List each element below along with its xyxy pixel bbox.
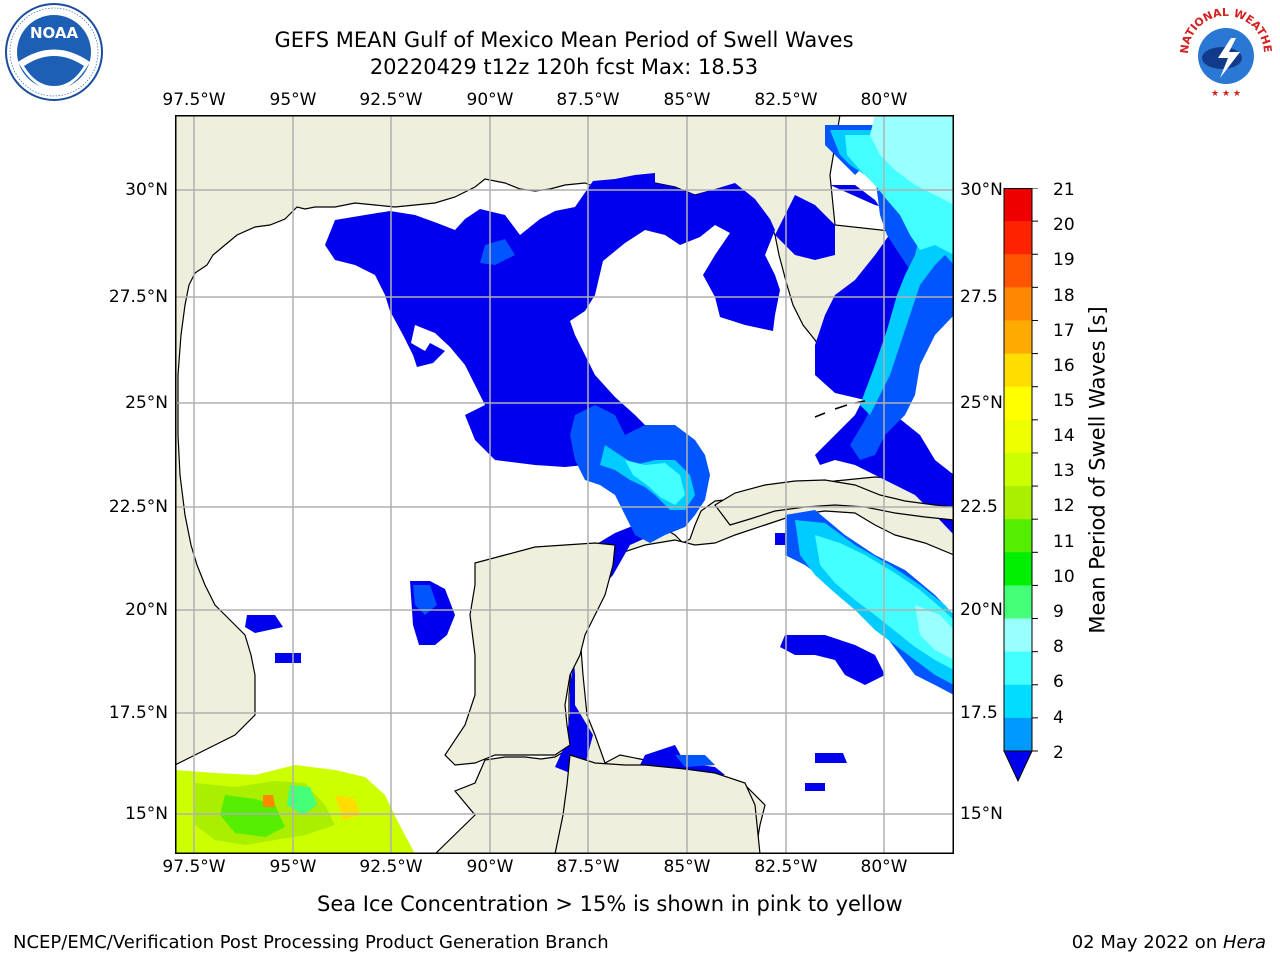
- colorbar-band: [1004, 221, 1032, 255]
- map-panel[interactable]: [175, 115, 954, 858]
- colorbar-tick: 16: [1053, 356, 1075, 376]
- lon-label-bottom: 97.5°W: [162, 857, 226, 877]
- lon-label-bottom: 92.5°W: [359, 857, 423, 877]
- colorbar-tick: 12: [1053, 496, 1075, 516]
- lat-label-left: 20°N: [125, 600, 168, 620]
- colorbar-tick: 13: [1053, 461, 1075, 481]
- lon-label-bottom: 80°W: [860, 857, 908, 877]
- lon-label-bottom: 90°W: [466, 857, 514, 877]
- lat-label-right: 17.5: [960, 703, 998, 723]
- colorbar-tick: 10: [1053, 567, 1075, 587]
- footer-credit: NCEP/EMC/Verification Post Processing Pr…: [13, 932, 609, 953]
- colorbar-band: [1004, 519, 1032, 553]
- lat-label-left: 15°N: [125, 804, 168, 824]
- noaa-logo: NOAA: [4, 2, 104, 106]
- sea-ice-patch: [175, 765, 415, 854]
- colorbar-band: [1004, 486, 1032, 520]
- chart-subtitle: 20220429 t12z 120h fcst Max: 18.53: [369, 55, 759, 79]
- colorbar-band: [1004, 320, 1032, 355]
- colorbar-band: [1004, 618, 1032, 653]
- colorbar-tick: 14: [1053, 426, 1075, 446]
- lon-label-top: 97.5°W: [162, 90, 226, 110]
- colorbar-band: [1004, 353, 1032, 388]
- lat-label-left: 25°N: [125, 393, 168, 413]
- lat-label-right: 20°N: [960, 600, 1003, 620]
- footer-date-text: 02 May 2022 on: [1071, 932, 1223, 953]
- lat-label-left: 30°N: [125, 180, 168, 200]
- colorbar-band: [1004, 386, 1032, 421]
- colorbar-tick: 18: [1053, 286, 1075, 306]
- colorbar-scale: [1003, 187, 1038, 783]
- colorbar-band: [1004, 254, 1032, 288]
- lon-label-top: 90°W: [466, 90, 514, 110]
- colorbar-band: [1004, 552, 1032, 586]
- lat-label-right: 22.5: [960, 497, 998, 517]
- colorbar-band: [1004, 585, 1032, 620]
- colorbar-tick: 2: [1053, 743, 1064, 763]
- colorbar-tick: 8: [1053, 637, 1064, 657]
- lat-label-right: 15°N: [960, 804, 1003, 824]
- lat-label-left: 27.5°N: [108, 287, 168, 307]
- colorbar-tick: 19: [1053, 250, 1075, 270]
- lon-label-bottom: 87.5°W: [556, 857, 620, 877]
- lat-label-right: 27.5: [960, 287, 998, 307]
- cuba-land: [714, 479, 954, 526]
- lat-label-right: 25°N: [960, 393, 1003, 413]
- colorbar-band: [1004, 684, 1032, 719]
- colorbar-tick: 17: [1053, 321, 1075, 341]
- footer-date: 02 May 2022 on Hera: [1072, 932, 1266, 954]
- svg-text:★ ★ ★: ★ ★ ★: [1211, 89, 1241, 99]
- lat-label-left: 17.5°N: [108, 703, 168, 723]
- lon-label-top: 92.5°W: [359, 90, 423, 110]
- nws-logo: NATIONAL WEATHER SERVICE ★ ★ ★: [1172, 0, 1276, 106]
- colorbar-band: [1004, 452, 1032, 487]
- colorbar-extend-triangle: [1003, 750, 1033, 783]
- lon-label-top: 87.5°W: [556, 90, 620, 110]
- colorbar-band: [1004, 651, 1032, 686]
- honduras-coast: [554, 754, 761, 854]
- lon-label-top: 80°W: [860, 90, 908, 110]
- colorbar-band: [1004, 188, 1032, 222]
- lon-label-bottom: 85°W: [663, 857, 711, 877]
- lat-label-right: 30°N: [960, 180, 1003, 200]
- colorbar-band: [1004, 419, 1032, 454]
- colorbar-tick: 21: [1053, 180, 1075, 200]
- colorbar-tick: 11: [1053, 532, 1075, 552]
- lon-label-bottom: 82.5°W: [754, 857, 818, 877]
- lon-label-bottom: 95°W: [269, 857, 317, 877]
- colorbar-tick: 6: [1053, 672, 1064, 692]
- lon-label-top: 95°W: [269, 90, 317, 110]
- sea-ice-note: Sea Ice Concentration > 15% is shown in …: [317, 892, 903, 916]
- colorbar-label: Mean Period of Swell Waves [s]: [1085, 306, 1110, 634]
- yucatan-land: [444, 542, 616, 766]
- colorbar-outline: [1003, 188, 1033, 752]
- colorbar-tick: 20: [1053, 215, 1075, 235]
- lon-label-top: 82.5°W: [754, 90, 818, 110]
- colorbar: [1002, 187, 1038, 788]
- colorbar-band: [1004, 287, 1032, 321]
- colorbar-tick: 15: [1053, 391, 1075, 411]
- chart-title: GEFS MEAN Gulf of Mexico Mean Period of …: [274, 28, 854, 52]
- map-gridlines: [175, 115, 954, 854]
- swell-field-8-9s: [870, 115, 954, 660]
- lon-label-top: 85°W: [663, 90, 711, 110]
- footer-host: Hera: [1222, 932, 1266, 953]
- colorbar-band: [1004, 717, 1032, 752]
- svg-text:NOAA: NOAA: [30, 24, 79, 42]
- colorbar-tick: 9: [1053, 602, 1064, 622]
- colorbar-tick: 4: [1053, 708, 1064, 728]
- lat-label-left: 22.5°N: [108, 497, 168, 517]
- gulf-map: [175, 115, 954, 854]
